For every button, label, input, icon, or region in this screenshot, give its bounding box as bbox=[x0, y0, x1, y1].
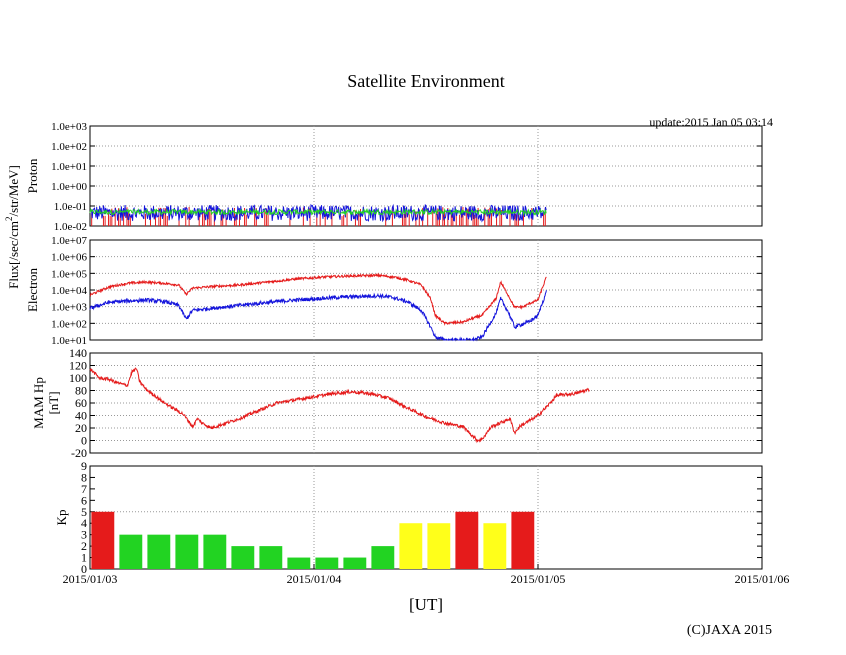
kp-bar bbox=[119, 534, 143, 569]
kp-bar bbox=[203, 534, 227, 569]
kp-ytick-label: 9 bbox=[81, 459, 87, 473]
mam-hp-ytick-label: 40 bbox=[75, 409, 87, 423]
kp-bar bbox=[427, 523, 451, 569]
proton-ytick-label: 1.0e+02 bbox=[51, 141, 87, 153]
kp-ytick-label: 5 bbox=[81, 505, 87, 519]
chart-title: Satellite Environment bbox=[347, 71, 504, 91]
kp-bar bbox=[343, 557, 367, 569]
proton-series bbox=[89, 203, 547, 226]
electron-series bbox=[89, 272, 547, 342]
kp-bar bbox=[315, 557, 339, 569]
x-tick-label: 2015/01/04 bbox=[287, 572, 342, 586]
mam-hp-ytick-label: 80 bbox=[75, 384, 87, 398]
kp-frame bbox=[89, 465, 763, 570]
kp-bar bbox=[399, 523, 423, 569]
kp-bar bbox=[91, 511, 115, 569]
copyright: (C)JAXA 2015 bbox=[687, 623, 772, 638]
kp-bar bbox=[259, 546, 283, 569]
electron-ytick-label: 1.0e+02 bbox=[51, 318, 87, 330]
proton-ytick-label: 1.0e+03 bbox=[51, 121, 87, 133]
electron-blue-line bbox=[89, 290, 547, 342]
x-tick-label: 2015/01/05 bbox=[511, 572, 566, 586]
update-timestamp: update:2015 Jan 05 03:14 bbox=[649, 115, 773, 129]
flux-label-exponent: 2 bbox=[4, 216, 14, 221]
flux-label-suffix: /str/MeV] bbox=[6, 165, 21, 216]
proton-ytick-label: 1.0e+00 bbox=[51, 181, 87, 193]
kp-bar bbox=[371, 546, 395, 569]
flux-y-label: Flux[/sec/cm2/str/MeV] bbox=[4, 165, 21, 289]
kp-ytick-label: 4 bbox=[81, 516, 87, 530]
electron-ytick-label: 1.0e+01 bbox=[51, 335, 87, 347]
mam-hp-ytick-label: 20 bbox=[75, 421, 87, 435]
x-axis-label: [UT] bbox=[409, 595, 443, 614]
kp-y-label: Kp bbox=[54, 510, 69, 526]
mam-hp-ytick-label: 60 bbox=[75, 396, 87, 410]
kp-ytick-label: 3 bbox=[81, 528, 87, 542]
mam-hp-y-unit: [nT] bbox=[46, 391, 61, 414]
electron-y-label: Electron bbox=[25, 267, 40, 312]
flux-label-prefix: Flux[/sec/cm bbox=[6, 221, 21, 289]
kp-bar bbox=[455, 511, 479, 569]
kp-ytick-label: 2 bbox=[81, 539, 87, 553]
kp-ytick-label: 7 bbox=[81, 482, 87, 496]
electron-red-line bbox=[89, 272, 547, 327]
kp-bar bbox=[147, 534, 171, 569]
x-tick-label: 2015/01/06 bbox=[735, 572, 790, 586]
proton-ytick-label: 1.0e+01 bbox=[51, 161, 87, 173]
panels: 1.0e-02 1.0e-01 1.0e+00 1.0e+01 1.0e+02 1.0e+… bbox=[25, 121, 789, 586]
electron-ytick-label: 1.0e+05 bbox=[51, 268, 87, 280]
kp-ytick-label: 1 bbox=[81, 551, 87, 565]
x-tick-label: 2015/01/03 bbox=[63, 572, 118, 586]
kp-bar bbox=[231, 546, 255, 569]
mam-hp-ytick-label: 100 bbox=[69, 371, 87, 385]
kp-bar bbox=[175, 534, 199, 569]
electron-ytick-label: 1.0e+06 bbox=[51, 252, 87, 264]
kp-ytick-label: 6 bbox=[81, 493, 87, 507]
mam-hp-ytick-label: 140 bbox=[69, 346, 87, 360]
electron-ytick-label: 1.0e+07 bbox=[51, 235, 87, 247]
kp-bar bbox=[511, 511, 535, 569]
mam-hp-y-label: MAM Hp bbox=[31, 377, 46, 429]
mam-hp-ytick-label: 120 bbox=[69, 359, 87, 373]
proton-frame bbox=[89, 125, 763, 227]
kp-bar bbox=[483, 523, 507, 569]
mam-hp-ytick-label: -20 bbox=[71, 446, 87, 460]
proton-ytick-label: 1.0e-01 bbox=[54, 201, 87, 213]
electron-ytick-label: 1.0e+04 bbox=[51, 285, 87, 297]
proton-y-label: Proton bbox=[25, 158, 40, 193]
proton-ytick-label: 1.0e-02 bbox=[54, 221, 87, 233]
electron-ytick-label: 1.0e+03 bbox=[51, 302, 87, 314]
proton-green-line bbox=[89, 207, 547, 217]
mam-hp-red-line bbox=[89, 367, 590, 444]
kp-ytick-label: 8 bbox=[81, 470, 87, 484]
kp-ytick-label: 0 bbox=[81, 562, 87, 576]
mam-hp-ytick-label: 0 bbox=[81, 434, 87, 448]
kp-bar bbox=[287, 557, 311, 569]
